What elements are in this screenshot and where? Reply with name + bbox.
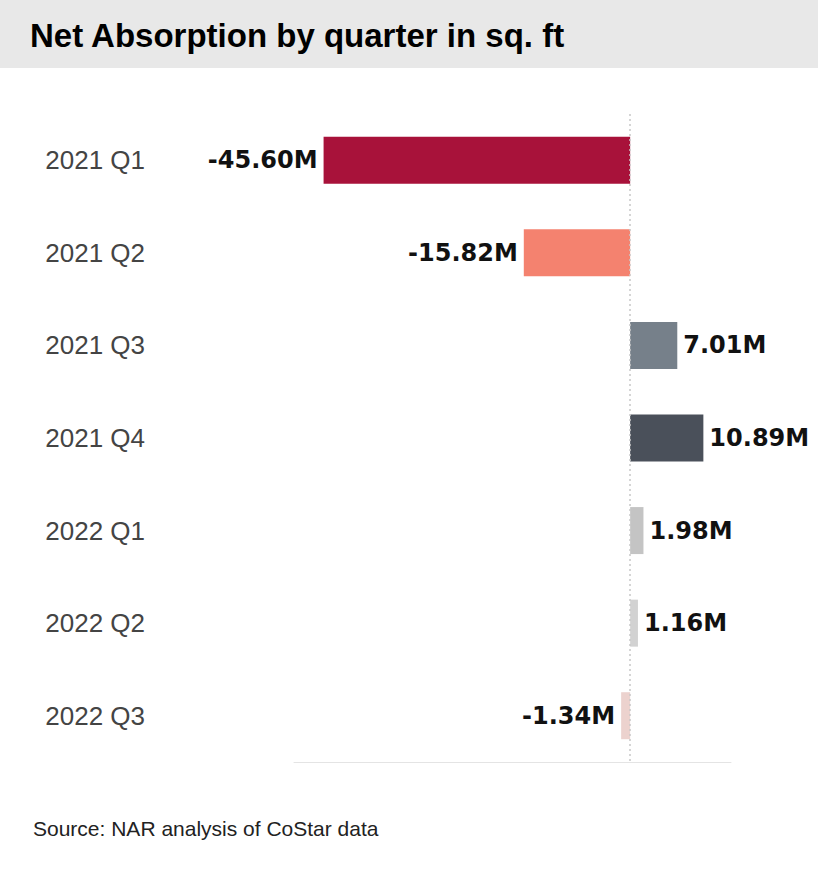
svg-text:-15.82M: -15.82M	[408, 239, 518, 267]
svg-text:2021 Q1: 2021 Q1	[45, 145, 145, 175]
svg-text:2021 Q4: 2021 Q4	[45, 423, 145, 453]
svg-text:1.16M: 1.16M	[644, 609, 727, 637]
svg-text:2022 Q2: 2022 Q2	[45, 608, 145, 638]
svg-text:1.98M: 1.98M	[649, 517, 732, 545]
svg-text:Net Absorption by quarter in s: Net Absorption by quarter in sq. ft	[30, 17, 564, 54]
svg-text:Source: NAR analysis of CoStar: Source: NAR analysis of CoStar data	[33, 817, 379, 840]
svg-text:-45.60M: -45.60M	[208, 146, 318, 174]
svg-text:2021 Q2: 2021 Q2	[45, 238, 145, 268]
svg-text:7.01M: 7.01M	[683, 331, 766, 359]
svg-text:2022 Q1: 2022 Q1	[45, 516, 145, 546]
svg-text:10.89M: 10.89M	[709, 424, 809, 452]
svg-text:2021 Q3: 2021 Q3	[45, 330, 145, 360]
svg-text:-1.34M: -1.34M	[522, 702, 615, 730]
svg-text:2022 Q3: 2022 Q3	[45, 701, 145, 731]
